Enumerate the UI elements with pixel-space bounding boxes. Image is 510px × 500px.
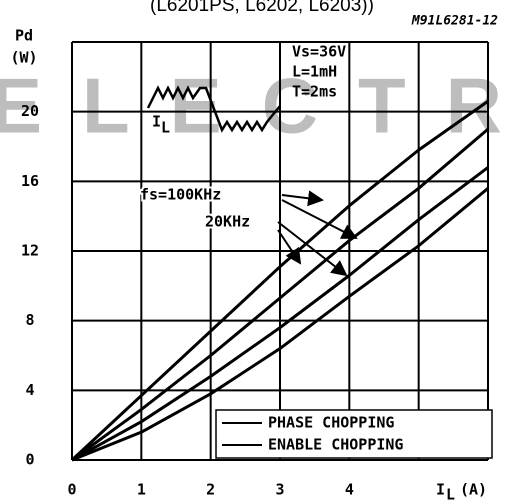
inset-waveform <box>146 85 281 133</box>
legend-label: PHASE CHOPPING <box>268 414 394 432</box>
inset-label: I <box>152 113 161 131</box>
x-axis-label-sub: L <box>446 486 455 500</box>
annotation: fs=100KHz <box>140 186 221 204</box>
y-tick-label: 12 <box>21 242 39 260</box>
annotation: L=1mH <box>292 63 337 81</box>
y-tick-label: 4 <box>25 381 34 399</box>
y-tick-label: 0 <box>25 451 34 469</box>
curve <box>70 99 489 462</box>
plot-area <box>70 99 489 462</box>
curve <box>71 166 489 462</box>
y-tick-label: 16 <box>21 172 39 190</box>
grid <box>71 41 489 461</box>
annotation: 20KHz <box>205 213 250 231</box>
inset-label-sub: L <box>161 119 170 137</box>
y-tick-label: 8 <box>25 311 34 329</box>
chart-title: (L6201PS, L6202, L6203)) <box>150 0 374 16</box>
x-axis-unit: (A) <box>460 481 487 499</box>
arrows <box>277 190 358 277</box>
x-axis-label: I <box>436 481 445 499</box>
curve <box>71 127 489 462</box>
x-tick-label: 1 <box>137 481 146 499</box>
curve <box>71 187 489 462</box>
annotation: T=2ms <box>292 83 337 101</box>
x-tick-label: 2 <box>206 481 215 499</box>
y-axis-unit: (W) <box>10 49 37 67</box>
figure-code: M91L6281-12 <box>411 14 498 29</box>
x-tick-label: 3 <box>275 481 284 499</box>
y-axis-label: Pd <box>15 27 33 45</box>
x-tick-label: 0 <box>67 481 76 499</box>
watermark: ELECTRONIC <box>0 62 510 150</box>
x-tick-label: 4 <box>345 481 354 499</box>
legend-box <box>215 409 493 459</box>
y-tick-label: 20 <box>21 102 39 120</box>
annotation: Vs=36V <box>292 43 346 61</box>
legend-label: ENABLE CHOPPING <box>268 436 403 454</box>
